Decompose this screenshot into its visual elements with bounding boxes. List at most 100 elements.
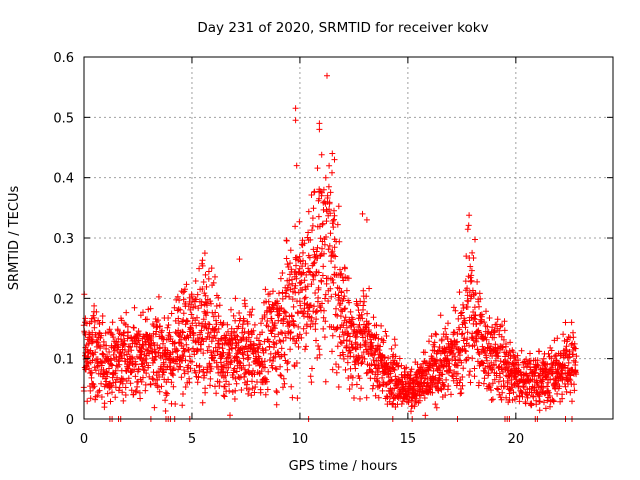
data-point xyxy=(240,355,247,362)
data-point xyxy=(151,356,158,363)
data-point xyxy=(227,359,234,366)
data-point xyxy=(363,293,370,300)
data-point xyxy=(220,349,227,356)
data-point xyxy=(365,320,372,327)
data-point xyxy=(108,357,115,364)
data-point xyxy=(182,321,189,328)
data-point xyxy=(563,388,570,395)
data-point xyxy=(363,216,370,223)
data-point xyxy=(194,314,200,321)
data-point xyxy=(349,374,356,381)
data-point xyxy=(251,342,257,348)
data-point xyxy=(162,397,169,404)
data-point xyxy=(230,312,237,319)
data-point xyxy=(287,260,293,267)
data-point xyxy=(265,298,272,305)
data-point xyxy=(280,375,287,382)
data-point xyxy=(140,309,146,316)
data-point xyxy=(536,348,543,355)
data-point xyxy=(289,280,296,287)
data-point xyxy=(535,362,542,369)
data-point xyxy=(147,305,154,312)
data-point xyxy=(248,392,255,399)
data-point xyxy=(207,375,214,382)
data-point xyxy=(438,386,445,393)
data-point xyxy=(157,363,164,370)
data-point xyxy=(324,192,331,199)
data-point xyxy=(120,397,127,404)
data-point xyxy=(208,300,214,307)
data-point xyxy=(139,363,146,370)
data-point xyxy=(487,343,494,350)
data-point xyxy=(506,348,513,354)
data-point xyxy=(371,351,378,358)
data-point xyxy=(202,271,209,278)
data-point xyxy=(300,325,307,332)
data-point xyxy=(403,364,410,371)
data-point xyxy=(228,306,234,313)
data-point xyxy=(119,355,125,362)
data-point xyxy=(548,355,555,362)
data-point xyxy=(274,389,280,396)
data-point xyxy=(312,290,319,296)
data-point xyxy=(484,323,491,330)
data-point xyxy=(520,383,527,390)
data-point xyxy=(342,305,349,312)
data-point xyxy=(149,375,156,382)
data-point xyxy=(223,332,230,339)
data-point xyxy=(100,338,107,345)
data-point xyxy=(295,343,302,350)
data-point xyxy=(190,332,197,339)
data-point xyxy=(523,363,530,370)
data-point xyxy=(143,370,150,377)
data-point xyxy=(265,323,272,330)
data-point xyxy=(199,399,206,406)
data-point xyxy=(466,372,473,378)
data-point xyxy=(546,393,553,399)
data-point xyxy=(187,365,194,372)
data-point xyxy=(358,311,365,318)
data-point xyxy=(446,360,453,367)
data-point xyxy=(387,370,394,377)
data-point xyxy=(113,362,120,369)
data-point xyxy=(278,329,284,336)
data-point xyxy=(396,355,403,362)
data-point xyxy=(390,366,397,372)
data-point xyxy=(188,325,194,332)
y-tick-label: 0.6 xyxy=(53,51,74,66)
data-point xyxy=(273,401,280,408)
data-point xyxy=(342,366,349,373)
data-point xyxy=(467,278,474,285)
data-point xyxy=(86,365,93,372)
data-point xyxy=(165,376,172,383)
data-point xyxy=(146,373,153,380)
data-point xyxy=(335,384,342,390)
data-point xyxy=(463,253,470,260)
data-point xyxy=(544,397,551,404)
data-point xyxy=(565,359,572,366)
data-point xyxy=(301,295,308,302)
data-point xyxy=(566,376,573,382)
data-point xyxy=(374,377,380,384)
data-point xyxy=(370,382,377,389)
data-point xyxy=(372,334,379,341)
data-point xyxy=(283,255,290,262)
data-point xyxy=(471,342,478,349)
data-point xyxy=(515,357,521,364)
data-point xyxy=(91,383,98,390)
data-point xyxy=(281,308,288,315)
data-point xyxy=(243,338,250,344)
data-point xyxy=(448,391,454,398)
data-point xyxy=(234,354,241,361)
data-point xyxy=(501,318,508,325)
data-point xyxy=(570,334,577,341)
data-point xyxy=(188,301,195,308)
data-point xyxy=(303,343,309,350)
data-point xyxy=(220,320,227,326)
data-point xyxy=(469,249,476,256)
data-point xyxy=(542,405,549,412)
data-point xyxy=(341,265,348,272)
data-point xyxy=(449,372,455,379)
data-point xyxy=(442,392,449,399)
data-point xyxy=(431,343,438,350)
